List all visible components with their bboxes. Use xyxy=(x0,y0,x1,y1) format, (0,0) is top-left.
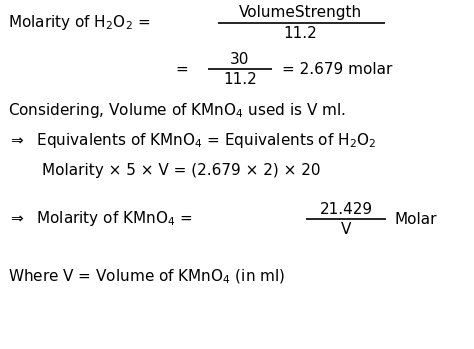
Text: 21.429: 21.429 xyxy=(319,201,373,216)
Text: Considering, Volume of KMnO$_4$ used is V ml.: Considering, Volume of KMnO$_4$ used is … xyxy=(8,102,346,120)
Text: 30: 30 xyxy=(230,52,250,67)
Text: Molarity × 5 × V = (2.679 × 2) × 20: Molarity × 5 × V = (2.679 × 2) × 20 xyxy=(42,163,320,178)
Text: =: = xyxy=(175,61,188,76)
Text: = 2.679 molar: = 2.679 molar xyxy=(282,61,392,76)
Text: 11.2: 11.2 xyxy=(283,25,317,40)
Text: $\Rightarrow$  Molarity of KMnO$_4$ =: $\Rightarrow$ Molarity of KMnO$_4$ = xyxy=(8,209,192,229)
Text: Where V = Volume of KMnO$_4$ (in ml): Where V = Volume of KMnO$_4$ (in ml) xyxy=(8,268,285,286)
Text: VolumeStrength: VolumeStrength xyxy=(238,6,362,21)
Text: V: V xyxy=(341,222,351,237)
Text: $\Rightarrow$  Equivalents of KMnO$_4$ = Equivalents of H$_2$O$_2$: $\Rightarrow$ Equivalents of KMnO$_4$ = … xyxy=(8,132,376,150)
Text: Molarity of H$_2$O$_2$ =: Molarity of H$_2$O$_2$ = xyxy=(8,14,150,32)
Text: 11.2: 11.2 xyxy=(223,72,257,87)
Text: Molar: Molar xyxy=(395,211,438,227)
